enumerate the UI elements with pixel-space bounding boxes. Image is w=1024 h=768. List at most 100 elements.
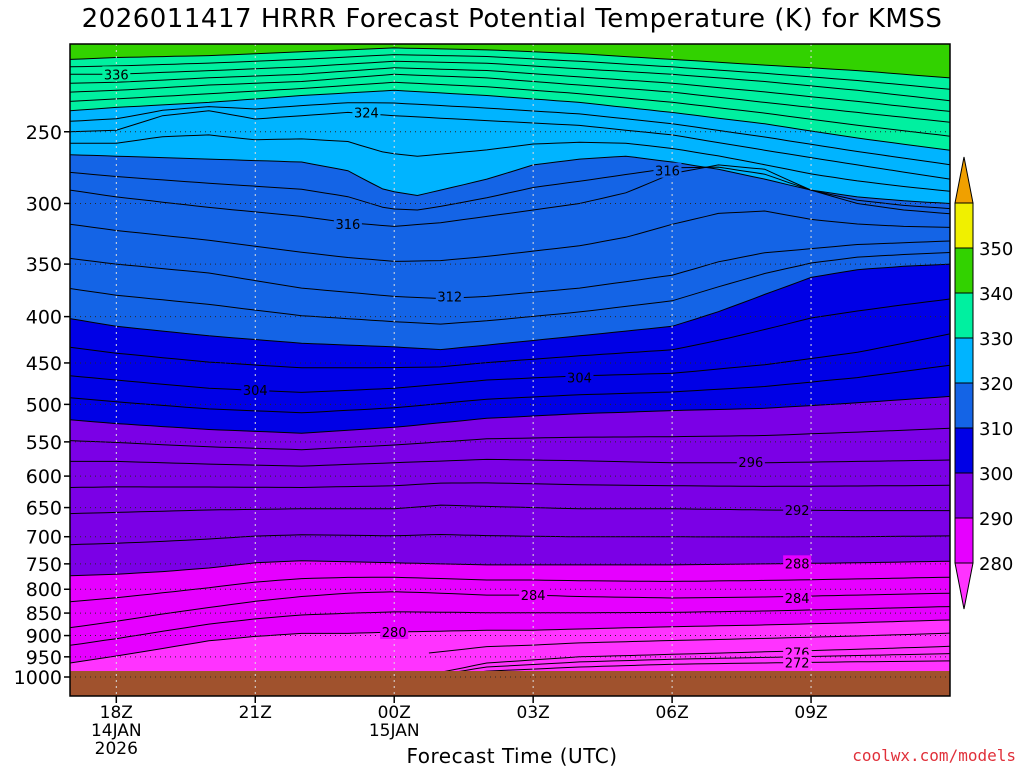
contour-intermediate-1 (428, 632, 950, 654)
colorbar-swatch-320 (954, 337, 974, 384)
contour-label-1: 324 (354, 106, 379, 121)
chart-title: 2026011417 HRRR Forecast Potential Tempe… (81, 4, 943, 34)
contour-intermediate-6 (70, 427, 950, 451)
contour-intermediate-10 (70, 210, 950, 262)
contour-intermediate-14 (70, 81, 950, 137)
contour-276 (428, 645, 950, 676)
contour-label-7: 296 (738, 456, 763, 471)
y-tick-label-450: 450 (26, 353, 62, 375)
contour-296 (70, 458, 950, 467)
y-tick-label-250: 250 (26, 122, 62, 144)
x-tick-label-9-0: 03Z (517, 703, 550, 723)
x-tick-label-15-0: 09Z (794, 703, 827, 723)
contour-label-3: 316 (335, 218, 360, 233)
contour-label-bg-0 (102, 66, 131, 82)
y-tick-label-750: 750 (26, 554, 62, 576)
y-tick-label-500: 500 (26, 394, 62, 416)
contour-label-12: 280 (382, 626, 407, 641)
contour-label-bg-4 (435, 288, 464, 304)
contour-312 (70, 240, 950, 300)
colorbar-swatch-330 (954, 292, 974, 339)
colorbar-label-300: 300 (979, 464, 1013, 485)
contour-intermediate-0 (428, 653, 950, 677)
contour-intermediate-15 (70, 67, 950, 112)
contour-332 (70, 73, 950, 123)
y-tick-label-800: 800 (26, 579, 62, 601)
x-tick-label-12-0: 06Z (655, 703, 688, 723)
contour-label-bg-3 (333, 215, 362, 231)
colorbar-label-310: 310 (979, 419, 1013, 440)
contour-label-bg-5 (241, 381, 270, 397)
contour-336 (70, 60, 950, 102)
credit-text: coolwx.com/models (852, 746, 1016, 765)
y-tick-label-300: 300 (26, 193, 62, 215)
colorbar-swatch-350 (954, 202, 974, 249)
contour-label-bg-10 (519, 587, 548, 603)
x-tick-label-0-0: 18Z (100, 703, 133, 723)
contour-340 (70, 47, 950, 79)
x-tick-label-0-2: 2026 (95, 739, 138, 759)
contour-328 (70, 89, 950, 151)
y-axis: 2503003504004505005506006507007508008509… (14, 122, 70, 689)
contour-intermediate-4 (70, 533, 950, 546)
y-tick-label-400: 400 (26, 307, 62, 329)
contour-label-bg-11 (783, 589, 812, 605)
y-tick-label-600: 600 (26, 466, 62, 488)
contour-280 (70, 619, 950, 664)
contour-label-2: 316 (655, 165, 680, 180)
colorbar: 280 290 300 310 320 330 340 350 (954, 156, 1013, 610)
contour-label-5: 304 (243, 384, 268, 399)
colorbar-label-350: 350 (979, 239, 1013, 260)
contour-intermediate-11 (70, 166, 950, 211)
contour-intermediate-3 (70, 576, 950, 603)
contour-intermediate-8 (70, 298, 950, 369)
colorbar-over-arrow (954, 156, 974, 204)
ground-below-surface (70, 671, 950, 696)
y-tick-label-550: 550 (26, 432, 62, 454)
colorbar-label-290: 290 (979, 509, 1013, 530)
contour-label-11: 284 (785, 592, 810, 607)
x-tick-label-6-1: 15JAN (369, 721, 420, 741)
contour-intermediate-9 (70, 252, 950, 325)
contour-intermediate-16 (70, 54, 950, 90)
y-tick-label-950: 950 (26, 647, 62, 669)
y-tick-label-900: 900 (26, 626, 62, 648)
contour-label-4: 312 (437, 290, 462, 305)
colorbar-swatch-290 (954, 472, 974, 519)
contour-label-0: 336 (104, 68, 129, 83)
contour-intermediate-7 (70, 364, 950, 414)
x-tick-label-3-0: 21Z (239, 703, 272, 723)
contour-label-6: 304 (567, 372, 592, 387)
colorbar-label-330: 330 (979, 329, 1013, 350)
contour-intermediate-5 (70, 482, 950, 489)
contour-labels: 336 324 316 316 312 304 304 296 292 288 284 284 280 2… (102, 66, 812, 672)
y-tick-label-700: 700 (26, 527, 62, 549)
contour-304 (70, 333, 950, 393)
contour-label-bg-8 (783, 501, 812, 517)
contour-300 (70, 395, 950, 434)
colorbar-label-320: 320 (979, 374, 1013, 395)
contour-label-14: 272 (785, 657, 810, 672)
grid-lines (70, 44, 950, 696)
x-tick-label-6-0: 00Z (378, 703, 411, 723)
contour-label-bg-7 (736, 454, 765, 470)
colorbar-under-arrow (954, 562, 974, 610)
y-tick-label-350: 350 (26, 254, 62, 276)
contour-324 (70, 110, 950, 180)
contour-label-bg-14 (783, 654, 812, 670)
contour-316 (70, 164, 950, 227)
contour-label-bg-6 (565, 369, 594, 385)
contour-label-9: 288 (785, 557, 810, 572)
colorbar-swatch-280 (954, 517, 974, 564)
contour-label-bg-9 (783, 555, 812, 571)
contour-intermediate-13 (70, 102, 950, 166)
colorbar-swatch-340 (954, 247, 974, 294)
x-tick-label-0-1: 14JAN (91, 721, 142, 741)
y-tick-label-650: 650 (26, 498, 62, 520)
contour-label-10: 284 (521, 589, 546, 604)
contour-label-bg-12 (380, 624, 409, 640)
contour-label-bg-2 (653, 162, 682, 178)
contour-320 (70, 154, 950, 204)
